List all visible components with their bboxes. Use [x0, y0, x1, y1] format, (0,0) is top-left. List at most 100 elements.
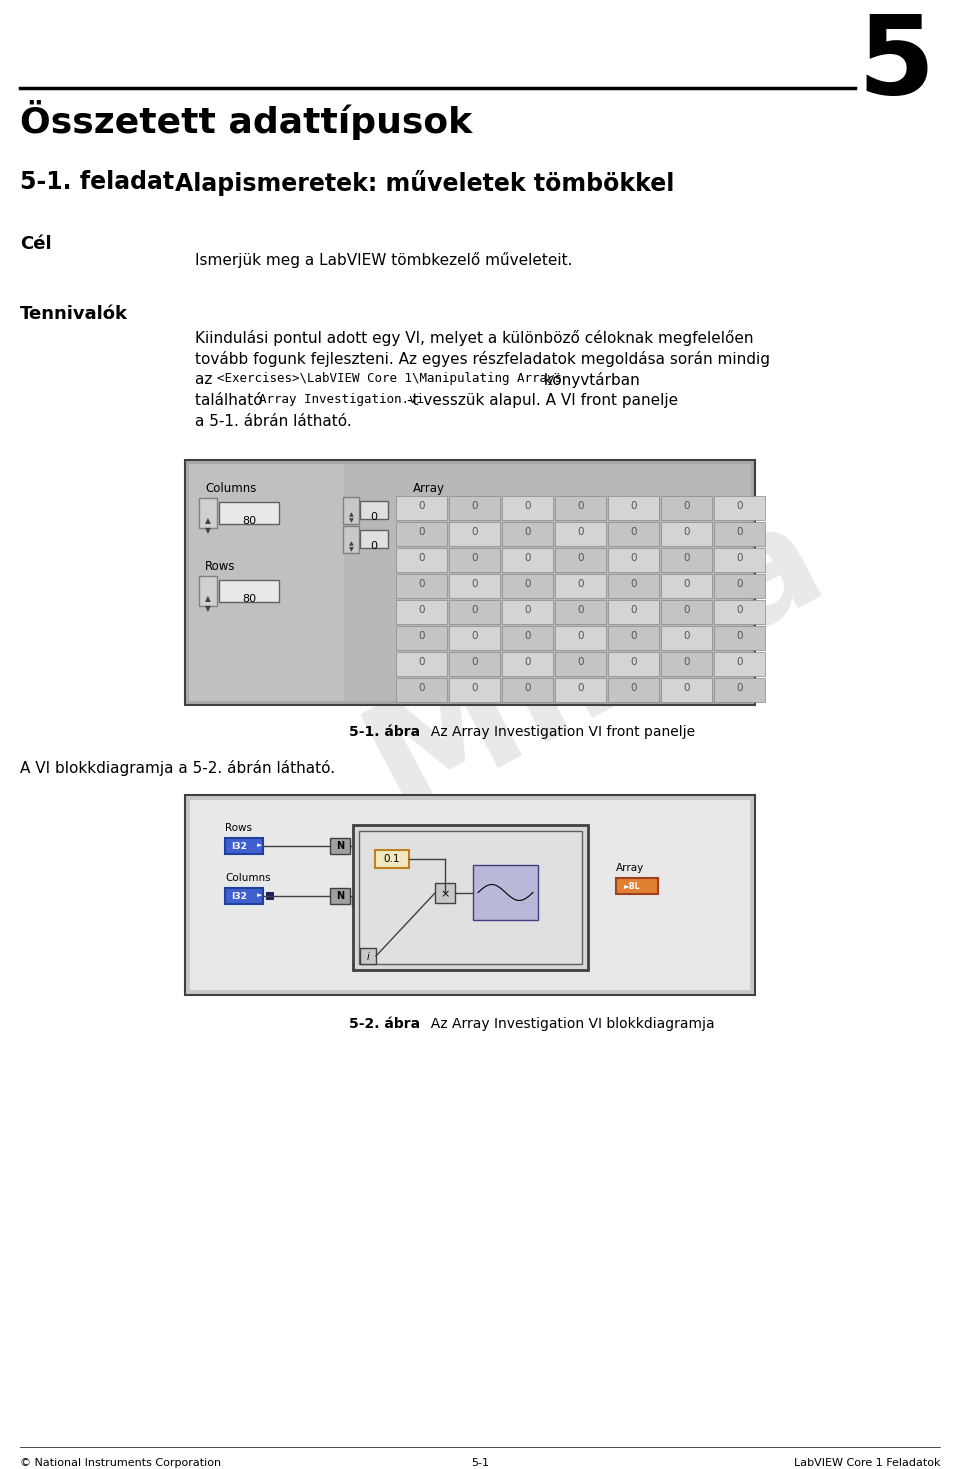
Text: ►BL: ►BL	[624, 881, 640, 892]
Bar	[435, 883, 455, 903]
Text: 0: 0	[524, 552, 531, 563]
Text: 0: 0	[736, 605, 743, 616]
Bar	[661, 599, 712, 624]
Text: N: N	[336, 840, 344, 851]
Text: ▲
▼: ▲ ▼	[205, 516, 211, 535]
Bar	[502, 497, 553, 520]
Bar	[608, 626, 659, 649]
Text: 0: 0	[471, 527, 478, 538]
Bar	[396, 679, 447, 702]
Text: 0: 0	[524, 632, 531, 640]
Bar	[555, 521, 606, 546]
Bar	[353, 826, 588, 970]
Text: 0: 0	[419, 527, 424, 538]
Text: ▲
▼: ▲ ▼	[348, 513, 353, 523]
Text: 0: 0	[631, 501, 636, 511]
Text: 0: 0	[684, 552, 689, 563]
Text: 0: 0	[684, 683, 689, 693]
Text: 0: 0	[736, 501, 743, 511]
Text: ►: ►	[257, 892, 263, 898]
Bar	[343, 497, 359, 524]
Bar	[360, 948, 376, 964]
Bar	[185, 795, 755, 995]
Bar	[555, 574, 606, 598]
Text: 80: 80	[242, 593, 256, 604]
Bar	[502, 521, 553, 546]
Bar	[360, 501, 388, 519]
Text: Array: Array	[616, 862, 644, 873]
Bar	[396, 574, 447, 598]
Text: Rows: Rows	[205, 560, 235, 573]
Bar	[714, 574, 765, 598]
Bar	[555, 652, 606, 676]
Bar	[330, 887, 350, 903]
Text: 0: 0	[736, 632, 743, 640]
Bar	[608, 497, 659, 520]
Text: tovább fogunk fejleszteni. Az egyes részfeladatok megoldása során mindig: tovább fogunk fejleszteni. Az egyes rész…	[195, 351, 770, 367]
Bar	[661, 497, 712, 520]
Text: Cél: Cél	[20, 235, 52, 253]
Text: 0: 0	[684, 632, 689, 640]
Text: ×: ×	[441, 889, 449, 899]
Bar	[608, 652, 659, 676]
Text: 0: 0	[631, 527, 636, 538]
Text: 0: 0	[684, 657, 689, 667]
Text: 0: 0	[524, 657, 531, 667]
Text: 0: 0	[524, 683, 531, 693]
Text: 80: 80	[242, 516, 256, 526]
Bar	[449, 679, 500, 702]
Text: 0: 0	[419, 657, 424, 667]
Bar	[555, 548, 606, 571]
Text: <Exercises>\LabVIEW Core 1\Manipulating Arrays: <Exercises>\LabVIEW Core 1\Manipulating …	[217, 372, 562, 385]
Bar	[396, 548, 447, 571]
Text: I32: I32	[231, 842, 247, 851]
Text: 0: 0	[631, 683, 636, 693]
Text: 0.1: 0.1	[384, 853, 400, 864]
Bar	[225, 887, 263, 903]
Bar	[359, 831, 582, 964]
Text: A VI blokkdiagramja a 5-2. ábrán látható.: A VI blokkdiagramja a 5-2. ábrán látható…	[20, 759, 335, 776]
Text: 0: 0	[419, 501, 424, 511]
Bar	[375, 851, 409, 868]
Bar	[502, 652, 553, 676]
Text: Rows: Rows	[225, 823, 252, 833]
Text: 0: 0	[524, 501, 531, 511]
Text: 0: 0	[684, 527, 689, 538]
Text: 0: 0	[577, 527, 584, 538]
Text: 0: 0	[471, 605, 478, 616]
Text: 0: 0	[631, 552, 636, 563]
Text: 5-1: 5-1	[471, 1459, 489, 1468]
Bar	[714, 599, 765, 624]
Text: ►: ►	[257, 842, 263, 848]
Bar	[714, 679, 765, 702]
Text: LabVIEW Core 1 Feladatok: LabVIEW Core 1 Feladatok	[794, 1459, 940, 1468]
Bar	[396, 626, 447, 649]
Bar	[219, 580, 279, 602]
Text: Az Array Investigation VI front panelje: Az Array Investigation VI front panelje	[422, 726, 695, 739]
Text: könyvtárban: könyvtárban	[539, 372, 639, 388]
Bar	[185, 460, 755, 705]
Bar	[502, 599, 553, 624]
Bar	[449, 521, 500, 546]
Bar	[661, 652, 712, 676]
Bar	[608, 679, 659, 702]
Bar	[449, 652, 500, 676]
Text: 0: 0	[736, 657, 743, 667]
Text: 0: 0	[577, 683, 584, 693]
Text: 0: 0	[684, 605, 689, 616]
Bar	[616, 878, 658, 895]
Bar	[396, 521, 447, 546]
Bar	[473, 865, 538, 920]
Text: a 5-1. ábrán látható.: a 5-1. ábrán látható.	[195, 414, 351, 429]
Text: Array: Array	[413, 482, 445, 495]
Text: Ismerjük meg a LabVIEW tömbkezelő műveleteit.: Ismerjük meg a LabVIEW tömbkezelő művele…	[195, 253, 572, 267]
Text: 0: 0	[471, 552, 478, 563]
Text: 0: 0	[371, 541, 377, 551]
Bar	[449, 626, 500, 649]
Text: 5-1. ábra: 5-1. ábra	[349, 726, 420, 739]
Text: Array Investigation.vi: Array Investigation.vi	[259, 394, 424, 405]
Bar	[219, 502, 279, 524]
Text: 0: 0	[577, 632, 584, 640]
Text: 0: 0	[577, 501, 584, 511]
Bar	[449, 574, 500, 598]
